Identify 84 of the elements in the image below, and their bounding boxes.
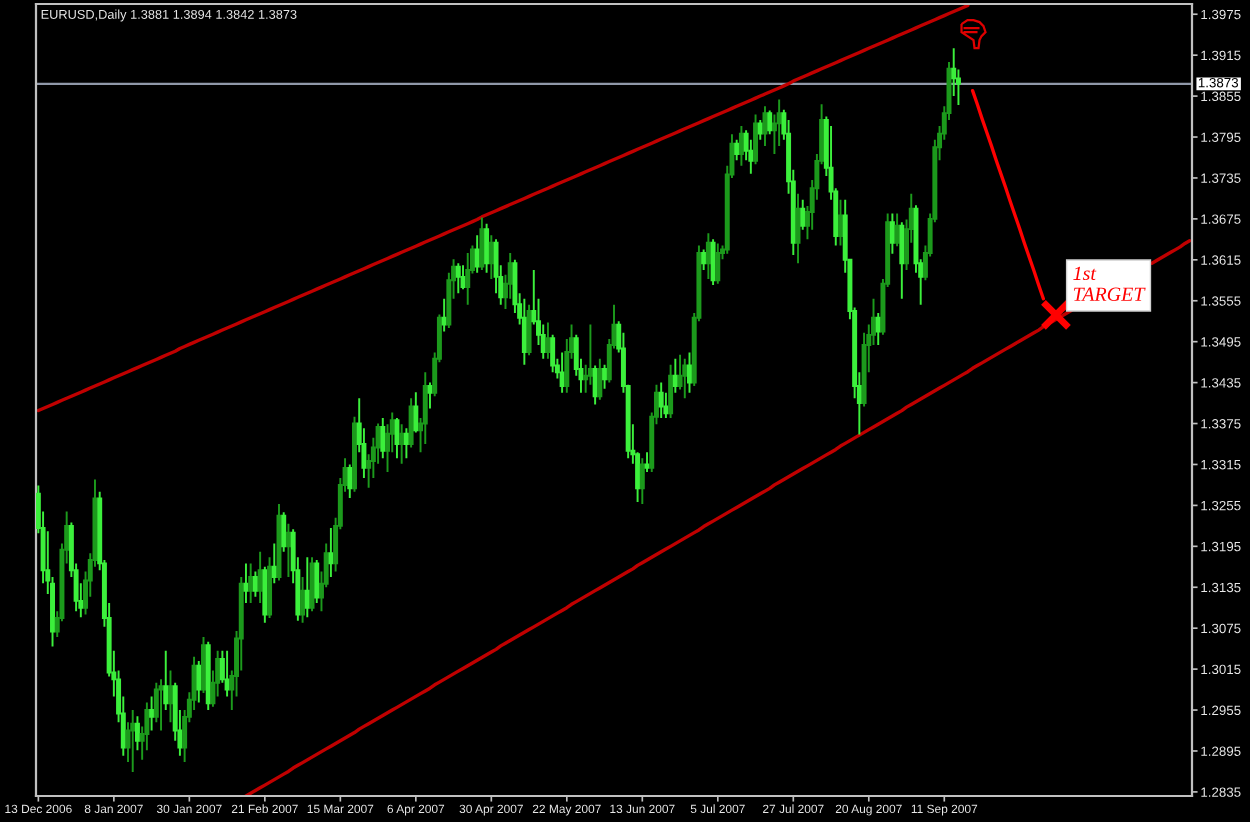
candlestick	[705, 232, 711, 280]
candlestick	[602, 363, 608, 390]
candlestick	[701, 248, 707, 272]
candlestick	[314, 559, 320, 604]
candlestick	[663, 391, 669, 420]
candlestick	[163, 649, 169, 712]
candlestick	[710, 238, 716, 287]
candlestick	[465, 252, 471, 306]
candlestick	[738, 125, 744, 167]
candlestick	[838, 198, 843, 247]
candlestick	[271, 542, 277, 585]
candlestick	[399, 423, 405, 465]
candlestick	[682, 357, 688, 400]
candlestick	[134, 715, 140, 752]
candlestick	[479, 216, 485, 272]
candlestick	[899, 221, 905, 300]
candlestick	[413, 391, 419, 434]
candlestick	[460, 264, 466, 291]
candlestick	[380, 417, 386, 460]
candlestick	[167, 669, 173, 724]
candlestick	[130, 709, 136, 774]
candlestick	[394, 417, 400, 460]
candlestick	[243, 562, 249, 604]
candlestick	[144, 701, 150, 752]
candlestick	[488, 234, 494, 280]
candlestick	[639, 457, 645, 505]
candlestick	[894, 212, 900, 248]
candlestick	[795, 192, 801, 265]
candlestick	[304, 556, 310, 619]
candlestick	[597, 357, 603, 401]
candlestick	[776, 98, 782, 147]
candlestick	[526, 303, 532, 357]
candlestick	[196, 659, 202, 704]
candlestick	[158, 678, 164, 732]
candlestick	[281, 511, 287, 553]
candlestick	[248, 562, 254, 604]
candlestick	[677, 353, 683, 391]
candlestick	[205, 640, 211, 712]
candlestick	[545, 321, 551, 360]
candlestick	[715, 242, 721, 285]
candlestick	[328, 526, 334, 578]
candlestick	[427, 381, 433, 410]
candlestick	[153, 681, 159, 724]
candlestick	[521, 297, 527, 366]
candlestick	[861, 331, 867, 408]
candlestick	[559, 351, 565, 394]
candlestick	[267, 556, 273, 619]
candlestick	[762, 105, 768, 147]
candlestick	[455, 262, 461, 295]
candlestick	[408, 397, 414, 449]
candlestick	[285, 522, 291, 578]
candlestick	[474, 234, 480, 274]
candlestick	[644, 451, 650, 473]
candlestick	[951, 47, 957, 98]
line-series	[36, 4, 970, 413]
candlestick	[262, 565, 268, 624]
candlestick	[734, 138, 740, 162]
candlestick	[748, 138, 754, 175]
candlestick	[347, 463, 353, 499]
annotation: 1st TARGET	[1073, 266, 1146, 301]
candlestick	[753, 113, 759, 166]
candlestick	[422, 371, 428, 445]
candlestick	[201, 636, 206, 694]
candlestick	[252, 570, 258, 598]
candlestick	[800, 198, 806, 231]
candlestick	[672, 357, 678, 394]
candlestick	[889, 212, 895, 255]
candlestick	[757, 119, 763, 141]
candlestick	[767, 109, 773, 136]
candlestick	[257, 550, 263, 604]
candlestick	[658, 381, 664, 420]
candlestick	[550, 333, 556, 374]
candlestick	[587, 323, 593, 386]
candlestick	[403, 427, 409, 460]
candlestick	[668, 363, 674, 420]
candlestick	[352, 415, 357, 493]
candlestick	[441, 297, 447, 333]
candlestick	[300, 576, 306, 624]
candlestick	[687, 351, 692, 394]
candlestick	[875, 312, 881, 347]
candlestick	[224, 649, 230, 698]
candlestick	[484, 222, 490, 274]
candlestick	[149, 695, 155, 732]
candlestick	[309, 556, 315, 613]
